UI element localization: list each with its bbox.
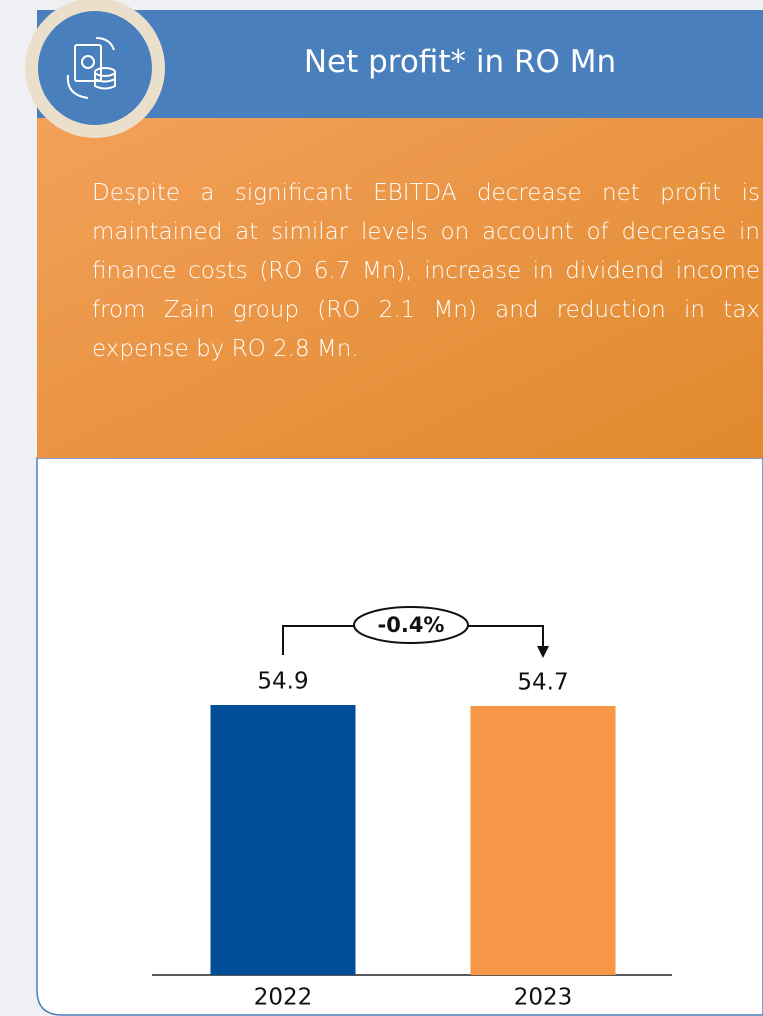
x-tick-label: 2022 [254,985,313,1011]
change-arrow [537,646,549,658]
description: Despite a significant EBITDA decrease ne… [92,180,760,362]
value-label: 54.9 [257,668,308,694]
icon [66,37,116,99]
bar [470,705,616,975]
icon-circle [38,11,152,125]
value-label: 54.7 [517,669,568,695]
card-body [36,457,763,1016]
chart-title: Net profit* in RO Mn [303,44,617,80]
change-bracket [282,625,544,655]
x-tick-label: 2023 [514,985,573,1011]
change-label: -0.4% [378,613,445,637]
change-badge [353,606,469,644]
bar [210,704,356,975]
description-panel [37,118,763,458]
